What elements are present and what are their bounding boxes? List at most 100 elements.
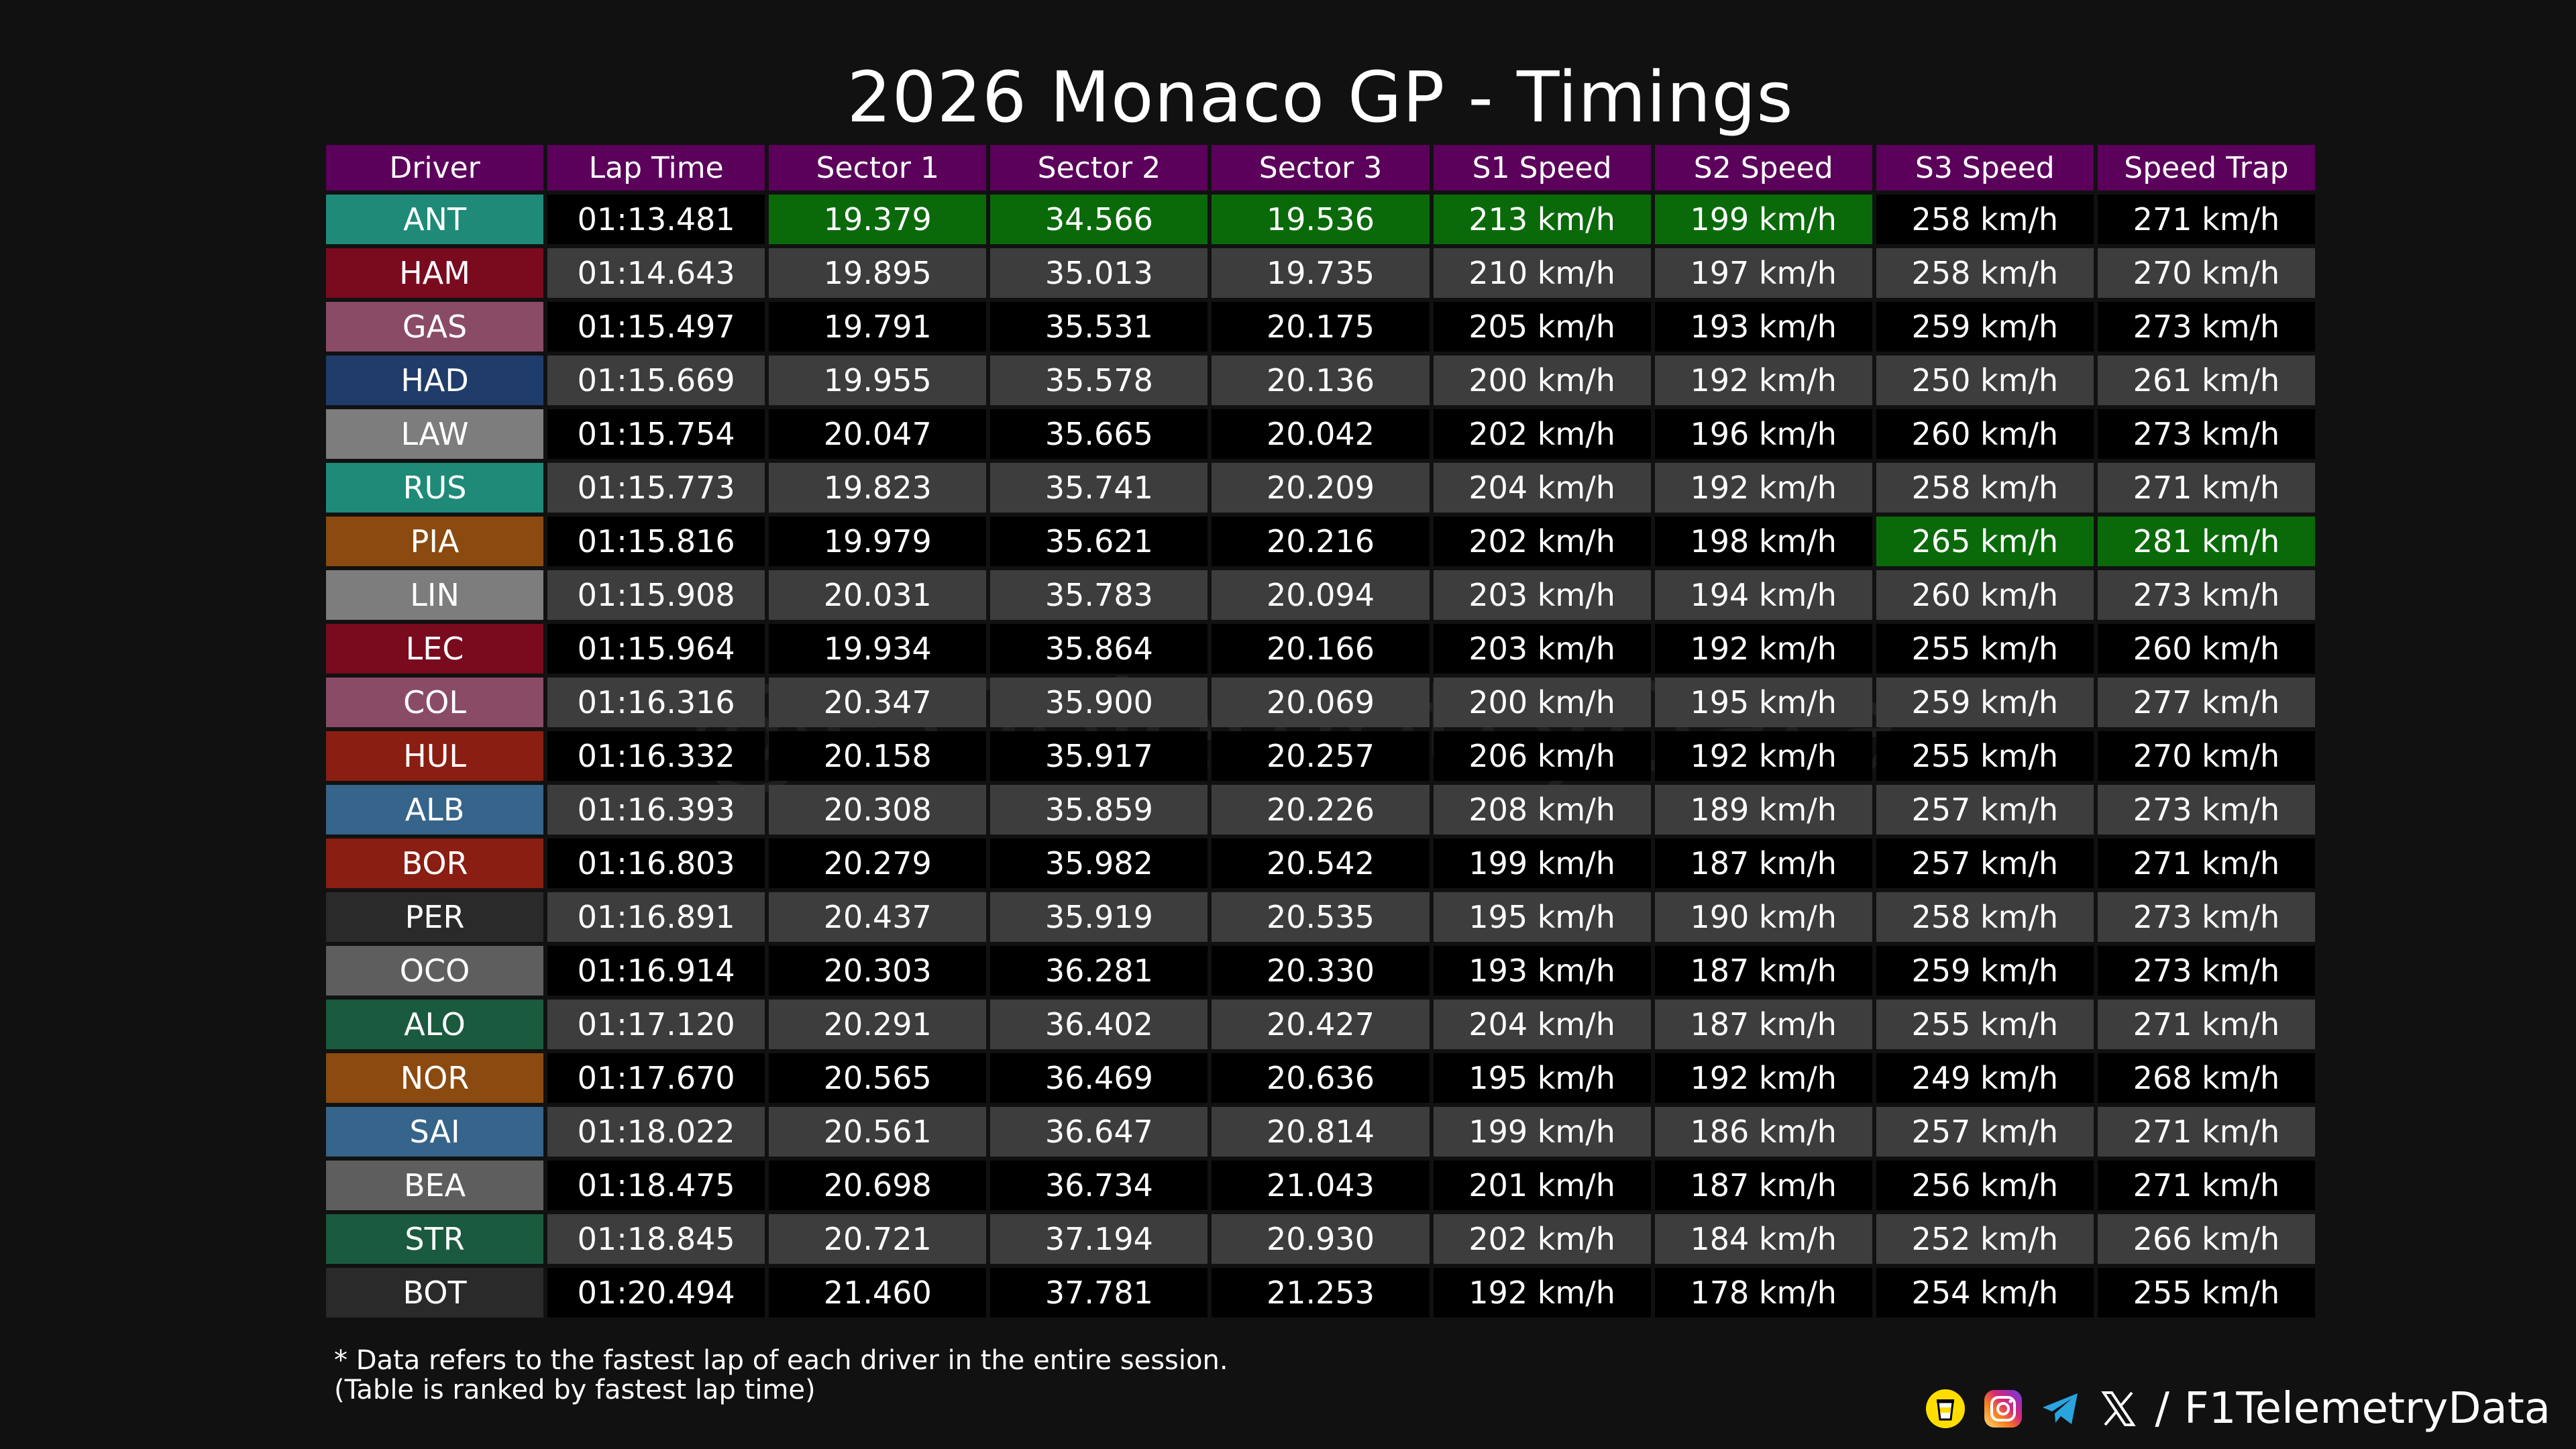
driver-cell: BOR bbox=[326, 839, 544, 888]
value-cell: 255 km/h bbox=[1876, 1000, 2094, 1049]
driver-cell: HUL bbox=[326, 731, 544, 781]
column-header: Driver bbox=[326, 145, 544, 191]
value-cell: 20.437 bbox=[769, 892, 987, 942]
value-cell: 20.047 bbox=[769, 409, 987, 459]
value-cell: 260 km/h bbox=[1876, 409, 2094, 459]
value-cell: 277 km/h bbox=[2097, 678, 2315, 727]
value-cell: 01:15.773 bbox=[547, 463, 765, 513]
value-cell: 20.721 bbox=[769, 1214, 987, 1264]
value-cell: 273 km/h bbox=[2097, 409, 2315, 459]
value-cell: 19.823 bbox=[769, 463, 987, 513]
value-cell: 01:18.475 bbox=[547, 1161, 765, 1210]
value-cell: 01:16.316 bbox=[547, 678, 765, 727]
driver-cell: LIN bbox=[326, 570, 544, 620]
column-header: S1 Speed bbox=[1433, 145, 1651, 191]
value-cell: 35.741 bbox=[990, 463, 1208, 513]
value-cell: 20.427 bbox=[1212, 1000, 1430, 1049]
table-row: ALO 01:17.120 20.291 36.402 20.427 204 km/h 18… bbox=[326, 1000, 2315, 1049]
value-cell: 36.402 bbox=[990, 1000, 1208, 1049]
column-header: Speed Trap bbox=[2097, 145, 2315, 191]
value-cell: 20.291 bbox=[769, 1000, 987, 1049]
value-cell: 21.253 bbox=[1212, 1268, 1430, 1318]
value-cell: 01:20.494 bbox=[547, 1268, 765, 1318]
buymeacoffee-icon[interactable] bbox=[1924, 1387, 1967, 1430]
value-cell: 210 km/h bbox=[1433, 248, 1651, 298]
driver-cell: ALO bbox=[326, 1000, 544, 1049]
value-cell: 186 km/h bbox=[1654, 1107, 1872, 1157]
value-cell: 20.094 bbox=[1212, 570, 1430, 620]
value-cell: 20.136 bbox=[1212, 356, 1430, 405]
value-cell: 37.194 bbox=[990, 1214, 1208, 1264]
value-cell: 271 km/h bbox=[2097, 1000, 2315, 1049]
value-cell: 273 km/h bbox=[2097, 892, 2315, 942]
value-cell: 36.469 bbox=[990, 1053, 1208, 1103]
value-cell: 35.783 bbox=[990, 570, 1208, 620]
value-cell: 273 km/h bbox=[2097, 570, 2315, 620]
value-cell: 257 km/h bbox=[1876, 785, 2094, 835]
value-cell: 259 km/h bbox=[1876, 302, 2094, 352]
footnote: * Data refers to the fastest lap of each… bbox=[334, 1346, 1228, 1405]
table-row: HAD 01:15.669 19.955 35.578 20.136 200 km/h 19… bbox=[326, 356, 2315, 405]
table-row: BOT 01:20.494 21.460 37.781 21.253 192 km/h 17… bbox=[326, 1268, 2315, 1318]
value-cell: 258 km/h bbox=[1876, 892, 2094, 942]
value-cell: 259 km/h bbox=[1876, 678, 2094, 727]
value-cell: 20.698 bbox=[769, 1161, 987, 1210]
driver-cell: HAM bbox=[326, 248, 544, 298]
value-cell: 19.735 bbox=[1212, 248, 1430, 298]
driver-cell: RUS bbox=[326, 463, 544, 513]
instagram-icon[interactable] bbox=[1982, 1387, 2025, 1430]
value-cell: 192 km/h bbox=[1433, 1268, 1651, 1318]
value-cell: 01:15.497 bbox=[547, 302, 765, 352]
table-row: GAS 01:15.497 19.791 35.531 20.175 205 km/h 19… bbox=[326, 302, 2315, 352]
value-cell: 187 km/h bbox=[1654, 839, 1872, 888]
column-header: Lap Time bbox=[547, 145, 765, 191]
value-cell: 01:16.914 bbox=[547, 946, 765, 996]
value-cell: 199 km/h bbox=[1433, 839, 1651, 888]
value-cell: 252 km/h bbox=[1876, 1214, 2094, 1264]
value-cell: 192 km/h bbox=[1654, 1053, 1872, 1103]
value-cell: 178 km/h bbox=[1654, 1268, 1872, 1318]
value-cell: 255 km/h bbox=[1876, 731, 2094, 781]
value-cell: 197 km/h bbox=[1654, 248, 1872, 298]
driver-cell: SAI bbox=[326, 1107, 544, 1157]
table-row: SAI 01:18.022 20.561 36.647 20.814 199 km/h 18… bbox=[326, 1107, 2315, 1157]
value-cell: 01:15.908 bbox=[547, 570, 765, 620]
value-cell: 255 km/h bbox=[1876, 624, 2094, 674]
value-cell: 20.308 bbox=[769, 785, 987, 835]
driver-cell: COL bbox=[326, 678, 544, 727]
handle-text[interactable]: F1TelemetryData bbox=[2184, 1384, 2551, 1434]
value-cell: 20.158 bbox=[769, 731, 987, 781]
value-cell: 202 km/h bbox=[1433, 517, 1651, 566]
value-cell: 198 km/h bbox=[1654, 517, 1872, 566]
x-icon[interactable] bbox=[2097, 1387, 2140, 1430]
best-value-cell: 19.536 bbox=[1212, 195, 1430, 244]
value-cell: 208 km/h bbox=[1433, 785, 1651, 835]
value-cell: 187 km/h bbox=[1654, 946, 1872, 996]
value-cell: 20.209 bbox=[1212, 463, 1430, 513]
telegram-icon[interactable] bbox=[2039, 1387, 2082, 1430]
value-cell: 270 km/h bbox=[2097, 731, 2315, 781]
value-cell: 01:17.670 bbox=[547, 1053, 765, 1103]
best-value-cell: 19.379 bbox=[769, 195, 987, 244]
value-cell: 01:16.393 bbox=[547, 785, 765, 835]
value-cell: 01:16.332 bbox=[547, 731, 765, 781]
driver-cell: NOR bbox=[326, 1053, 544, 1103]
value-cell: 202 km/h bbox=[1433, 409, 1651, 459]
table-row: ALB 01:16.393 20.308 35.859 20.226 208 km/h 18… bbox=[326, 785, 2315, 835]
value-cell: 196 km/h bbox=[1654, 409, 1872, 459]
table-row: NOR 01:17.670 20.565 36.469 20.636 195 km/h 19… bbox=[326, 1053, 2315, 1103]
value-cell: 35.982 bbox=[990, 839, 1208, 888]
value-cell: 257 km/h bbox=[1876, 839, 2094, 888]
value-cell: 20.303 bbox=[769, 946, 987, 996]
value-cell: 195 km/h bbox=[1654, 678, 1872, 727]
driver-cell: ALB bbox=[326, 785, 544, 835]
driver-cell: LAW bbox=[326, 409, 544, 459]
value-cell: 01:18.022 bbox=[547, 1107, 765, 1157]
table-row: HAM 01:14.643 19.895 35.013 19.735 210 km/h 19… bbox=[326, 248, 2315, 298]
value-cell: 205 km/h bbox=[1433, 302, 1651, 352]
value-cell: 01:13.481 bbox=[547, 195, 765, 244]
value-cell: 203 km/h bbox=[1433, 624, 1651, 674]
driver-cell: STR bbox=[326, 1214, 544, 1264]
value-cell: 258 km/h bbox=[1876, 195, 2094, 244]
